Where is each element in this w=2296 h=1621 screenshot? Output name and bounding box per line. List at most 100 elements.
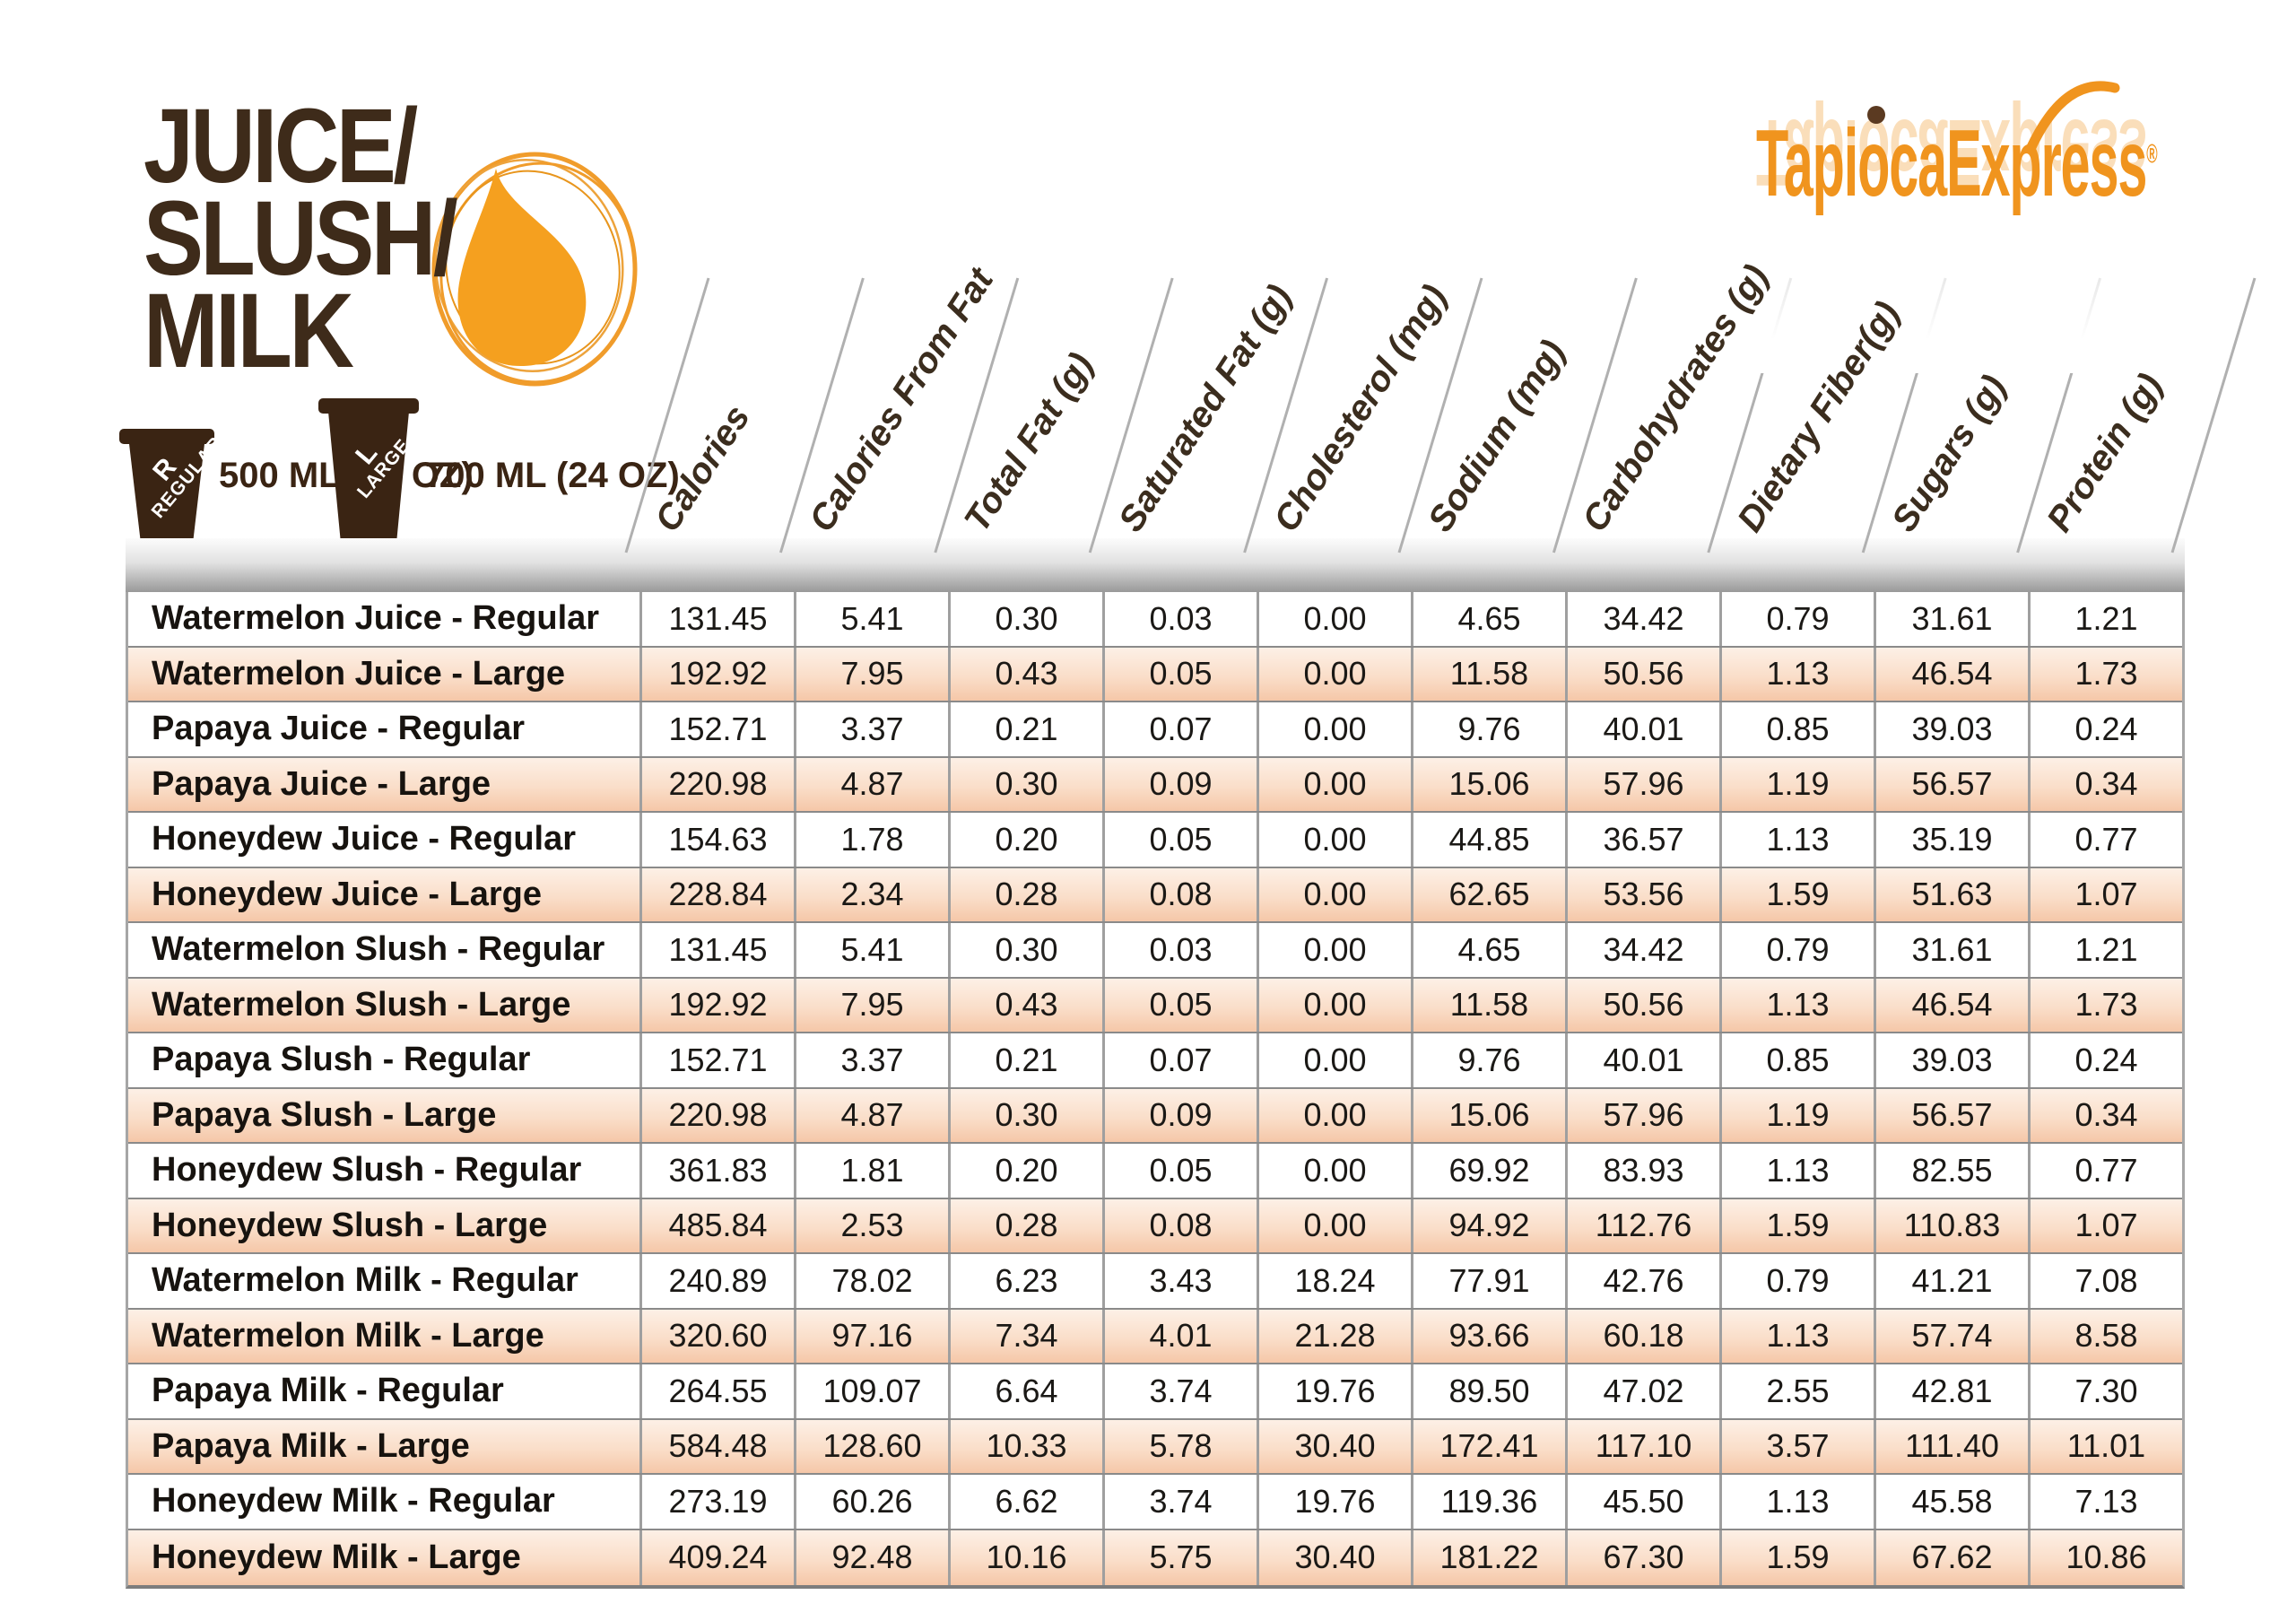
- nutrition-value-cell: 0.43: [948, 647, 1102, 701]
- table-row: Watermelon Milk - Large 320.60 97.16 7.34 4.…: [128, 1309, 2182, 1364]
- nutrition-value-cell: 1.13: [1719, 647, 1874, 701]
- nutrition-value-cell: 0.30: [948, 592, 1102, 646]
- nutrition-value-cell: 1.21: [2028, 923, 2182, 977]
- nutrition-value-cell: 0.28: [948, 867, 1102, 921]
- nutrition-value-cell: 69.92: [1411, 1144, 1565, 1198]
- nutrition-value-cell: 7.08: [2028, 1254, 2182, 1308]
- nutrition-value-cell: 40.01: [1565, 1033, 1719, 1087]
- nutrition-value-cell: 1.07: [2028, 867, 2182, 921]
- nutrition-value-cell: 112.76: [1565, 1198, 1719, 1252]
- table-row: Honeydew Slush - Regular 361.83 1.81 0.20 0.…: [128, 1144, 2182, 1199]
- nutrition-value-cell: 0.79: [1719, 592, 1874, 646]
- nutrition-value-cell: 485.84: [639, 1198, 794, 1252]
- row-label: Papaya Slush - Large: [152, 1095, 497, 1134]
- nutrition-value-cell: 2.55: [1719, 1364, 1874, 1418]
- nutrition-value-cell: 50.56: [1565, 978, 1719, 1032]
- nutrition-value-cell: 0.00: [1257, 1198, 1411, 1252]
- nutrition-value-cell: 264.55: [639, 1364, 794, 1418]
- nutrition-value-cell: 97.16: [794, 1309, 948, 1363]
- nutrition-value-cell: 0.07: [1102, 702, 1257, 756]
- nutrition-value-cell: 0.00: [1257, 592, 1411, 646]
- nutrition-value-cell: 4.87: [794, 757, 948, 811]
- nutrition-value-cell: 0.77: [2028, 813, 2182, 867]
- nutrition-value-cell: 1.13: [1719, 978, 1874, 1032]
- nutrition-value-cell: 172.41: [1411, 1419, 1565, 1473]
- nutrition-value-cell: 192.92: [639, 647, 794, 701]
- nutrition-value-cell: 89.50: [1411, 1364, 1565, 1418]
- nutrition-value-cell: 0.03: [1102, 923, 1257, 977]
- nutrition-value-cell: 2.53: [794, 1198, 948, 1252]
- title-line-milk: MILK: [144, 272, 354, 390]
- header-divider-bar: [126, 538, 2185, 592]
- nutrition-value-cell: 67.30: [1565, 1529, 1719, 1585]
- nutrition-value-cell: 0.30: [948, 757, 1102, 811]
- nutrition-value-cell: 45.58: [1874, 1475, 2028, 1529]
- large-cup-icon: L LARGE: [318, 398, 419, 544]
- nutrition-value-cell: 220.98: [639, 757, 794, 811]
- nutrition-value-cell: 1.73: [2028, 978, 2182, 1032]
- nutrition-value-cell: 21.28: [1257, 1309, 1411, 1363]
- drop-logo-icon: [420, 133, 646, 402]
- nutrition-value-cell: 320.60: [639, 1309, 794, 1363]
- nutrition-value-cell: 409.24: [639, 1529, 794, 1585]
- table-row: Papaya Juice - Regular 152.71 3.37 0.21 0.07…: [128, 702, 2182, 758]
- nutrition-value-cell: 152.71: [639, 702, 794, 756]
- nutrition-value-cell: 4.01: [1102, 1309, 1257, 1363]
- nutrition-value-cell: 0.00: [1257, 757, 1411, 811]
- row-label: Papaya Milk - Large: [152, 1426, 470, 1465]
- table-row: Papaya Juice - Large 220.98 4.87 0.30 0.09 0.…: [128, 757, 2182, 813]
- nutrition-value-cell: 361.83: [639, 1144, 794, 1198]
- nutrition-value-cell: 0.00: [1257, 647, 1411, 701]
- nutrition-value-cell: 42.76: [1565, 1254, 1719, 1308]
- nutrition-value-cell: 1.19: [1719, 757, 1874, 811]
- brand-name: TapiocaExpress®: [1756, 110, 2158, 216]
- row-label: Watermelon Slush - Large: [152, 985, 571, 1024]
- nutrition-value-cell: 7.13: [2028, 1475, 2182, 1529]
- nutrition-value-cell: 11.01: [2028, 1419, 2182, 1473]
- nutrition-value-cell: 67.62: [1874, 1529, 2028, 1585]
- table-row: Watermelon Juice - Large 192.92 7.95 0.43 0.…: [128, 647, 2182, 702]
- nutrition-value-cell: 1.13: [1719, 1309, 1874, 1363]
- nutrition-value-cell: 0.05: [1102, 978, 1257, 1032]
- title-line-juice: JUICE/: [144, 87, 418, 205]
- brand-swoosh-icon: [2025, 81, 2120, 154]
- nutrition-value-cell: 9.76: [1411, 1033, 1565, 1087]
- nutrition-value-cell: 78.02: [794, 1254, 948, 1308]
- nutrition-value-cell: 228.84: [639, 867, 794, 921]
- table-row: Honeydew Juice - Large 228.84 2.34 0.28 0.08…: [128, 867, 2182, 923]
- nutrition-value-cell: 1.07: [2028, 1198, 2182, 1252]
- nutrition-value-cell: 40.01: [1565, 702, 1719, 756]
- nutrition-value-cell: 19.76: [1257, 1364, 1411, 1418]
- nutrition-value-cell: 50.56: [1565, 647, 1719, 701]
- nutrition-value-cell: 1.81: [794, 1144, 948, 1198]
- nutrition-value-cell: 0.24: [2028, 1033, 2182, 1087]
- row-label: Honeydew Milk - Large: [152, 1538, 521, 1576]
- row-label: Honeydew Milk - Regular: [152, 1482, 555, 1521]
- nutrition-value-cell: 0.05: [1102, 813, 1257, 867]
- nutrition-value-cell: 273.19: [639, 1475, 794, 1529]
- nutrition-value-cell: 192.92: [639, 978, 794, 1032]
- nutrition-value-cell: 3.37: [794, 702, 948, 756]
- nutrition-value-cell: 117.10: [1565, 1419, 1719, 1473]
- nutrition-value-cell: 11.58: [1411, 978, 1565, 1032]
- nutrition-value-cell: 3.74: [1102, 1475, 1257, 1529]
- row-label: Papaya Slush - Regular: [152, 1041, 531, 1079]
- nutrition-value-cell: 18.24: [1257, 1254, 1411, 1308]
- nutrition-value-cell: 42.81: [1874, 1364, 2028, 1418]
- nutrition-value-cell: 1.13: [1719, 813, 1874, 867]
- nutrition-value-cell: 10.33: [948, 1419, 1102, 1473]
- registered-mark: ®: [2146, 139, 2158, 170]
- nutrition-value-cell: 0.00: [1257, 702, 1411, 756]
- page-title: JUICE/ SLUSH/ MILK: [144, 87, 458, 390]
- nutrition-value-cell: 51.63: [1874, 867, 2028, 921]
- table-row: Honeydew Milk - Large 409.24 92.48 10.16 5.7…: [128, 1529, 2182, 1585]
- nutrition-value-cell: 0.08: [1102, 867, 1257, 921]
- nutrition-value-cell: 0.09: [1102, 1088, 1257, 1142]
- nutrition-value-cell: 152.71: [639, 1033, 794, 1087]
- nutrition-value-cell: 131.45: [639, 592, 794, 646]
- nutrition-value-cell: 56.57: [1874, 1088, 2028, 1142]
- nutrition-value-cell: 31.61: [1874, 923, 2028, 977]
- row-label: Watermelon Juice - Large: [152, 654, 566, 693]
- nutrition-value-cell: 0.79: [1719, 1254, 1874, 1308]
- table-row: Watermelon Slush - Regular 131.45 5.41 0.30…: [128, 923, 2182, 979]
